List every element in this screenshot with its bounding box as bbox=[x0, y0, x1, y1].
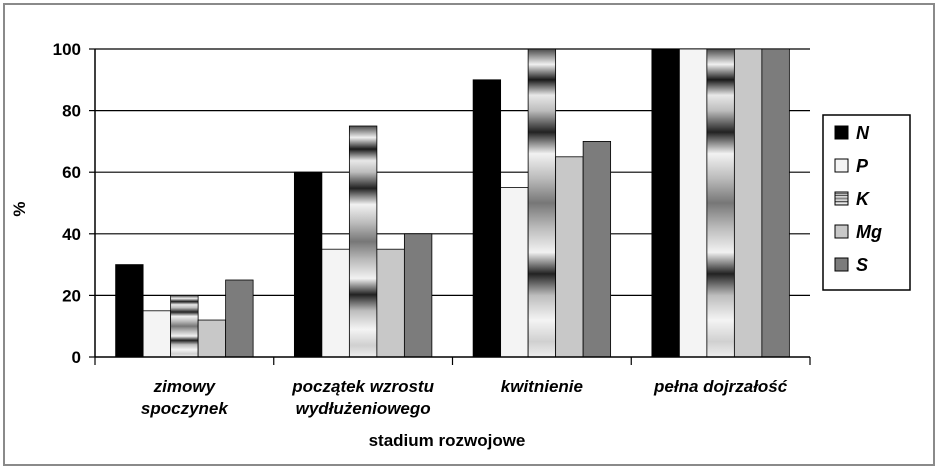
bar-p-3 bbox=[678, 48, 708, 358]
bar-chart: 0 20 40 60 80 100 zimowy spoczynek początek wzr… bbox=[10, 40, 911, 450]
bar-mg-1 bbox=[376, 248, 405, 358]
y-tick-labels: 0 20 40 60 80 100 bbox=[53, 40, 81, 367]
bar-mg-3 bbox=[733, 48, 763, 358]
x-category-label: zimowy bbox=[153, 377, 217, 396]
y-tick-label: 80 bbox=[62, 102, 81, 121]
bar-s-0 bbox=[225, 279, 254, 358]
bar-p-0 bbox=[142, 310, 172, 358]
bar-k-2 bbox=[527, 48, 557, 358]
legend-label-s: S bbox=[856, 255, 868, 275]
bar-k-3 bbox=[706, 48, 735, 358]
y-axis-title: % bbox=[10, 201, 29, 216]
bar-k-0 bbox=[170, 294, 199, 358]
bar-k-1 bbox=[348, 125, 378, 358]
legend-swatch-mg bbox=[834, 224, 849, 239]
bar-s-2 bbox=[582, 140, 612, 358]
bar-s-1 bbox=[403, 233, 433, 358]
legend-label-p: P bbox=[856, 156, 869, 176]
x-category-labels: zimowy spoczynek początek wzrostu wydłużeni… bbox=[141, 377, 788, 418]
bar-p-2 bbox=[500, 187, 529, 358]
y-tick-label: 0 bbox=[72, 348, 81, 367]
legend-label-mg: Mg bbox=[856, 222, 882, 242]
bar-p-1 bbox=[321, 248, 350, 358]
y-tick-label: 60 bbox=[62, 163, 81, 182]
bar-mg-0 bbox=[197, 319, 227, 358]
y-tick-label: 20 bbox=[62, 286, 81, 305]
bar-n-1 bbox=[293, 171, 323, 358]
x-category-label: początek wzrostu bbox=[291, 377, 434, 396]
chart-frame: 0 20 40 60 80 100 zimowy spoczynek początek wzr… bbox=[3, 3, 935, 466]
legend-swatch-n bbox=[834, 125, 849, 140]
legend-swatch-p bbox=[834, 158, 849, 173]
legend: NPK Mg S bbox=[822, 114, 911, 291]
x-axis-title: stadium rozwojowe bbox=[369, 431, 526, 450]
legend-label-k: K bbox=[856, 189, 871, 209]
bar-n-2 bbox=[472, 79, 502, 358]
axes bbox=[94, 49, 811, 365]
y-tick-label: 40 bbox=[62, 225, 81, 244]
x-category-label: spoczynek bbox=[141, 399, 229, 418]
legend-label-n: N bbox=[856, 123, 870, 143]
bar-mg-2 bbox=[555, 156, 584, 358]
bar-n-3 bbox=[651, 48, 680, 358]
legend-swatch-s bbox=[834, 257, 849, 272]
bar-s-3 bbox=[761, 48, 790, 358]
legend-swatch-k bbox=[834, 191, 849, 206]
y-tick-label: 100 bbox=[53, 40, 81, 59]
x-category-label: wydłużeniowego bbox=[296, 399, 431, 418]
x-category-label: kwitnienie bbox=[501, 377, 583, 396]
bars bbox=[115, 48, 790, 358]
x-category-label: pełna dojrzałość bbox=[653, 377, 788, 396]
bar-n-0 bbox=[115, 264, 144, 358]
